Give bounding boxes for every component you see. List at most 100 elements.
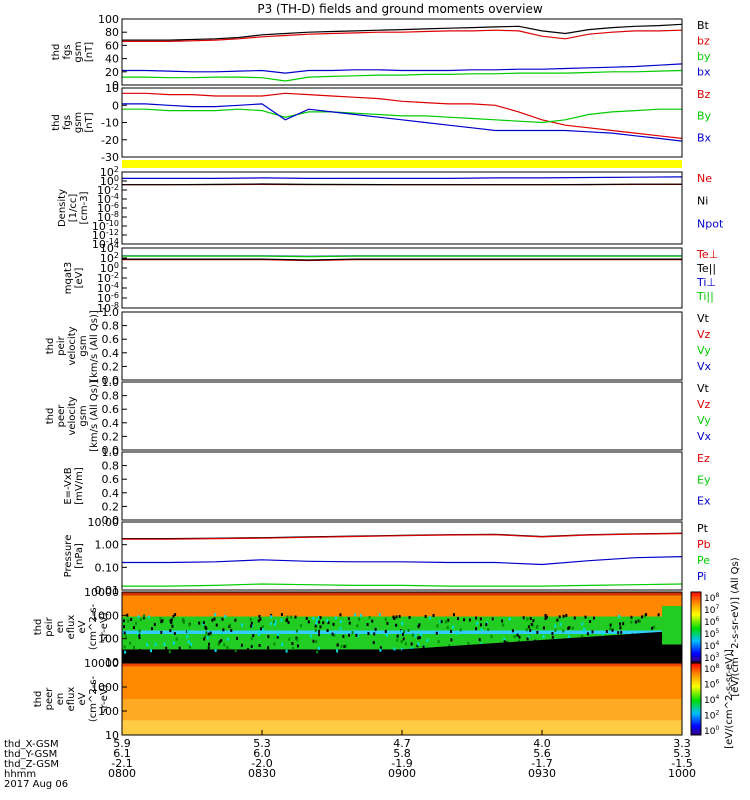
spectrogram-pixel xyxy=(150,627,153,631)
spectrogram-pixel xyxy=(565,613,568,617)
spectrogram-pixel xyxy=(234,649,237,653)
spectrogram-pixel xyxy=(317,633,320,637)
spectrogram-pixel xyxy=(285,619,288,623)
spectrogram-pixel xyxy=(190,642,193,646)
spectrogram-pixel xyxy=(123,631,126,635)
spectrogram-pixel xyxy=(573,616,576,620)
spectrogram-pixel xyxy=(205,631,208,635)
legend-bx: bx xyxy=(697,66,711,79)
spectrogram-pixel xyxy=(213,617,216,621)
y-tick-label: 0 xyxy=(112,79,119,92)
spectrogram-pixel xyxy=(450,629,453,633)
series-Bx xyxy=(122,103,683,142)
spectrogram-pixel xyxy=(417,636,420,640)
spectrogram-pixel xyxy=(172,614,175,618)
legend-Pi: Pi xyxy=(697,570,706,583)
y-tick-label: 0.0 xyxy=(102,374,120,387)
spectrogram-pixel xyxy=(531,623,534,627)
spectrogram-pixel xyxy=(609,627,612,631)
spectrogram-pixel xyxy=(234,618,237,622)
spectrogram-pixel xyxy=(182,620,185,624)
spectrogram-pixel xyxy=(651,626,654,630)
y-tick-label: 0.8 xyxy=(102,390,120,403)
y-tick-label: 0.4 xyxy=(102,487,120,500)
spectrogram-pixel xyxy=(198,621,201,625)
series-Pi xyxy=(122,556,683,566)
spectrogram-pixel xyxy=(404,642,407,646)
spectrogram-pixel xyxy=(551,635,554,639)
spectrogram-pixel xyxy=(169,629,172,633)
series-bx xyxy=(122,63,683,74)
spectrogram-pixel xyxy=(527,625,530,629)
spectrogram-pixel xyxy=(525,628,528,632)
spectrogram-pixel xyxy=(478,638,481,642)
spectrogram-band xyxy=(122,663,682,667)
legend-Pe: Pe xyxy=(697,554,710,567)
spectrogram-pixel xyxy=(267,635,270,639)
spectrogram-pixel xyxy=(122,619,125,623)
y-tick-label: 1.0 xyxy=(102,306,120,319)
colorbar-tick: 108 xyxy=(704,592,719,604)
legend-Ez: Ez xyxy=(697,452,710,465)
legend-Vy: Vy xyxy=(697,344,711,357)
y-tick-label: 80 xyxy=(105,26,119,39)
x-row-label: thd_X-GSM xyxy=(4,739,59,750)
spectrogram-pixel xyxy=(273,622,276,626)
low-flux-region xyxy=(402,630,682,662)
series-By xyxy=(122,108,682,124)
spectrogram-pixel xyxy=(516,633,519,637)
spectrogram-pixel xyxy=(160,630,163,634)
spectrogram-pixel xyxy=(502,623,505,627)
spectrogram-pixel xyxy=(440,620,443,624)
legend-Vt: Vt xyxy=(697,312,710,325)
spectrogram-pixel xyxy=(334,616,337,620)
spectrogram-pixel xyxy=(138,649,141,653)
spectrogram-pixel xyxy=(314,624,317,628)
spectrogram-pixel xyxy=(138,629,141,633)
spectrogram-pixel xyxy=(143,614,146,618)
colorbar-tick: 100 xyxy=(704,725,719,737)
x-tick-label: -2.0 xyxy=(251,757,272,770)
spectrogram-pixel xyxy=(617,631,620,635)
x-row-label: thd_Y-GSM xyxy=(4,749,57,760)
spectrogram-pixel xyxy=(175,637,178,641)
spectrogram-pixel xyxy=(356,634,359,638)
spectrogram-pixel xyxy=(290,615,293,619)
y-tick-label: 100 xyxy=(98,13,119,26)
spectrogram-pixel xyxy=(123,625,126,629)
spectrogram-pixel xyxy=(285,649,288,653)
spectrogram-band xyxy=(122,595,682,617)
legend-Vz: Vz xyxy=(697,328,711,341)
x-tick-label: 0800 xyxy=(108,767,136,780)
x-tick-label: -1.5 xyxy=(671,757,692,770)
spectrogram-pixel xyxy=(236,636,239,640)
spectrogram-pixel xyxy=(358,617,361,621)
legend-Ti⊥: Ti⊥ xyxy=(696,276,716,289)
spectrogram-pixel xyxy=(408,615,411,619)
spectrogram-pixel xyxy=(439,620,442,624)
status-bar xyxy=(122,160,682,168)
spectrogram-pixel xyxy=(138,636,141,640)
spectrogram-pixel xyxy=(424,615,427,619)
legend-bz: bz xyxy=(697,35,710,48)
spectrogram-pixel xyxy=(407,628,410,632)
colorbar-tick: 106 xyxy=(704,616,719,628)
spectrogram-pixel xyxy=(475,627,478,631)
x-row-label: hhmm xyxy=(4,769,36,780)
spectrogram-pixel xyxy=(480,628,483,632)
panel-frame xyxy=(121,451,683,521)
spectrogram-pixel xyxy=(503,640,506,644)
spectrogram-pixel xyxy=(296,644,299,648)
spectrogram-pixel xyxy=(445,620,448,624)
panel-10: 10000 1000 100 10 thdpeerenefluxeV(cm^2-s-sr… xyxy=(33,649,735,749)
spectrogram-pixel xyxy=(645,613,648,617)
spectrogram-pixel xyxy=(250,637,253,641)
y-tick-label: 60 xyxy=(105,39,119,52)
spectrogram-pixel xyxy=(372,641,375,645)
spectrogram-pixel xyxy=(315,640,318,644)
spectrogram-pixel xyxy=(259,617,262,621)
spectrogram-pixel xyxy=(315,621,318,625)
spectrogram-pixel xyxy=(229,623,232,627)
panel-frame xyxy=(121,87,683,158)
y-tick-label: 1.00 xyxy=(95,539,120,552)
